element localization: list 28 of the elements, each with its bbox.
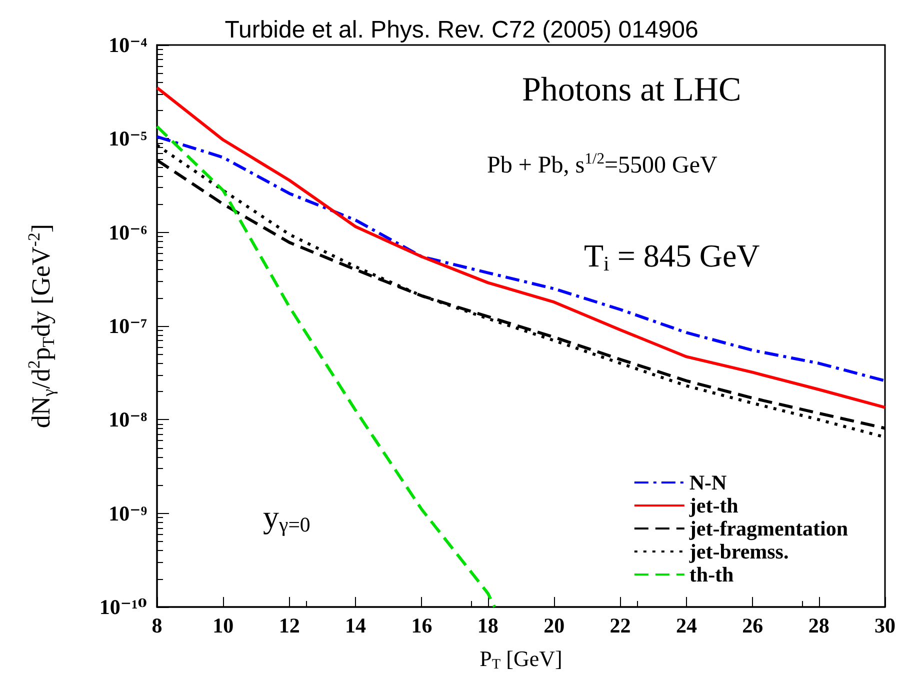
- y-tick-label: 10⁻¹⁰: [99, 595, 147, 619]
- x-tick-label: 10: [212, 614, 234, 638]
- legend-label: jet-th: [688, 494, 739, 518]
- y-tick-label: 10⁻⁵: [108, 126, 147, 151]
- chart-title: Turbide et al. Phys. Rev. C72 (2005) 014906: [224, 16, 698, 44]
- x-tick-label: 18: [477, 614, 498, 638]
- line-series: [156, 135, 886, 382]
- y-tick-label: 10⁻⁸: [108, 408, 147, 432]
- x-tick-label: 14: [345, 614, 367, 638]
- x-tick-label: 8: [152, 614, 162, 638]
- text: dNγ/d2pTdy [GeV-2]: [24, 224, 58, 428]
- y-tick-label: 10⁻⁷: [108, 314, 147, 338]
- y-tick-label: 10⁻⁹: [108, 501, 147, 526]
- x-tick-label: 30: [874, 614, 896, 638]
- x-tick-label: 24: [676, 614, 698, 638]
- x-tick-label: 22: [610, 614, 631, 638]
- annotation: Photons at LHC: [522, 72, 742, 108]
- legend-label: N-N: [689, 470, 727, 494]
- x-tick-label: 26: [742, 614, 764, 638]
- legend-label: th-th: [689, 562, 734, 586]
- x-tick-label: 28: [808, 614, 830, 638]
- y-tick-label: 10⁻⁶: [108, 220, 147, 244]
- y-tick-label: 10⁻⁴: [108, 33, 148, 57]
- legend-label: jet-fragmentation: [688, 516, 848, 540]
- x-tick-label: 12: [278, 614, 300, 638]
- x-tick-label: 20: [544, 614, 565, 638]
- x-tick-label: 16: [411, 614, 432, 638]
- legend-label: jet-bremss.: [688, 540, 789, 564]
